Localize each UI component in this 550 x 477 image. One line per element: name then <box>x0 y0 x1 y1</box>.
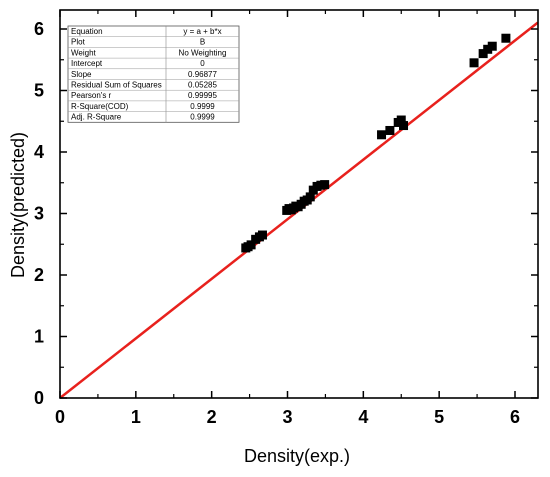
data-point <box>246 240 256 250</box>
y-tick-label: 1 <box>34 327 44 347</box>
y-tick-label: 4 <box>34 142 44 162</box>
data-point <box>305 192 315 202</box>
y-tick-label: 5 <box>34 81 44 101</box>
x-axis-title: Density(exp.) <box>244 446 350 466</box>
stats-row-value: 0 <box>200 59 205 68</box>
data-point <box>399 121 409 131</box>
stats-table: Equation y = a + b*x Plot B Weight No Weighti… <box>67 25 240 123</box>
x-tick-label: 1 <box>131 407 141 427</box>
stats-row-value: B <box>200 38 205 47</box>
data-point <box>257 230 267 240</box>
stats-row-label: Plot <box>71 38 86 47</box>
stats-row-label: Intercept <box>71 59 103 68</box>
data-point <box>396 115 406 125</box>
y-tick-label: 0 <box>34 388 44 408</box>
data-point <box>487 41 497 51</box>
data-marks <box>59 21 539 399</box>
stats-row-label: Residual Sum of Squares <box>71 81 162 90</box>
data-point <box>320 180 330 190</box>
stats-row-value: 0.99995 <box>188 91 217 100</box>
data-point <box>501 33 511 43</box>
y-axis-title: Density(predicted) <box>8 132 28 278</box>
data-point <box>377 130 387 140</box>
stats-row-label: Slope <box>71 70 92 79</box>
data-point <box>385 125 395 135</box>
data-point <box>478 49 488 59</box>
stats-row-label: Weight <box>71 48 97 57</box>
stats-row-value: y = a + b*x <box>183 27 221 36</box>
axes: 0 1 2 3 4 5 6 0 1 2 3 4 5 6 <box>34 9 539 427</box>
data-point <box>483 44 493 54</box>
stats-row-label: Equation <box>71 27 103 36</box>
stats-table-frame <box>67 25 240 123</box>
stats-row-value: 0.05285 <box>188 81 217 90</box>
x-tick-label: 3 <box>282 407 292 427</box>
x-tick-label: 4 <box>358 407 368 427</box>
x-tick-label: 5 <box>434 407 444 427</box>
data-point <box>469 58 479 68</box>
stats-row-label: Adj. R-Square <box>71 113 122 122</box>
x-tick-label: 0 <box>55 407 65 427</box>
stats-row-label: Pearson's r <box>71 91 112 100</box>
x-tick-label: 6 <box>510 407 520 427</box>
stats-row-value: 0.96877 <box>188 70 217 79</box>
stats-row-label: R-Square(COD) <box>71 102 129 111</box>
y-tick-label: 3 <box>34 204 44 224</box>
stats-row-value: No Weighting <box>179 48 227 57</box>
stats-row-value: 0.9999 <box>190 102 215 111</box>
stats-row-value: 0.9999 <box>190 113 215 122</box>
y-tick-label: 6 <box>34 19 44 39</box>
x-tick-label: 2 <box>207 407 217 427</box>
y-tick-label: 2 <box>34 265 44 285</box>
plot-frame <box>59 9 539 399</box>
